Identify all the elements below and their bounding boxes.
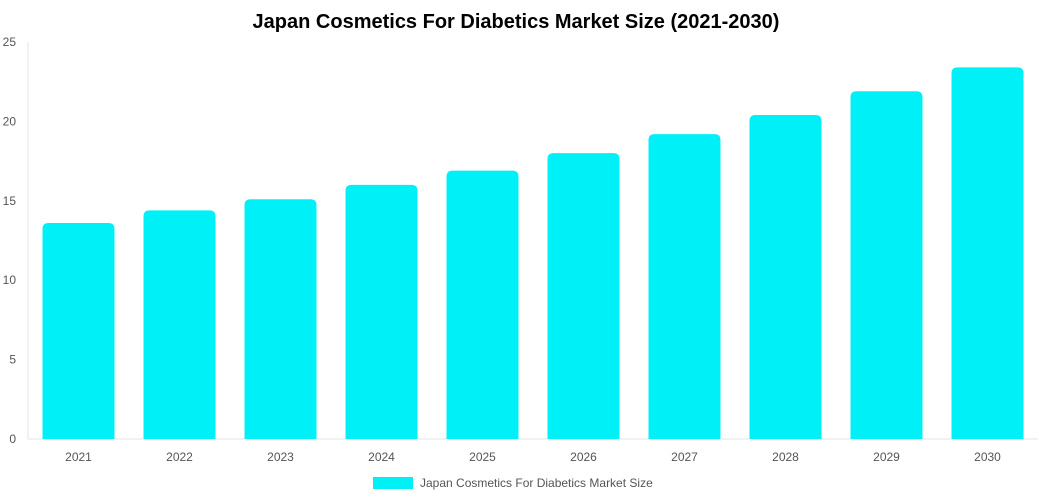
bars xyxy=(42,67,1024,440)
y-tick-label: 0 xyxy=(9,432,16,446)
x-tick-label: 2025 xyxy=(469,450,496,464)
x-tick-label: 2027 xyxy=(671,450,698,464)
y-tick-label: 15 xyxy=(3,194,17,208)
x-tick-label: 2023 xyxy=(267,450,294,464)
bar-2022[interactable] xyxy=(143,210,216,439)
x-tick-label: 2021 xyxy=(65,450,92,464)
x-tick-label: 2026 xyxy=(570,450,597,464)
bar-2028[interactable] xyxy=(749,115,822,439)
y-tick-label: 25 xyxy=(3,35,17,49)
bar-2027[interactable] xyxy=(648,134,721,439)
x-tick-label: 2028 xyxy=(772,450,799,464)
x-tick-label: 2030 xyxy=(974,450,1001,464)
x-tick-label: 2024 xyxy=(368,450,395,464)
bar-2023[interactable] xyxy=(244,199,317,439)
y-axis-ticks: 0 5 10 15 20 25 xyxy=(3,35,17,446)
bar-2030[interactable] xyxy=(951,67,1024,440)
x-axis-ticks: 2021 2022 2023 2024 2025 2026 2027 2028 2029 2030 xyxy=(65,450,1001,464)
bar-2024[interactable] xyxy=(345,184,418,439)
y-tick-label: 20 xyxy=(3,114,17,128)
legend-label: Japan Cosmetics For Diabetics Market Siz… xyxy=(420,476,653,490)
legend-swatch xyxy=(373,477,413,489)
x-tick-label: 2029 xyxy=(873,450,900,464)
x-tick-label: 2022 xyxy=(166,450,193,464)
bar-2021[interactable] xyxy=(42,223,115,439)
legend[interactable]: Japan Cosmetics For Diabetics Market Siz… xyxy=(373,476,653,490)
y-tick-label: 10 xyxy=(3,273,17,287)
chart-title: Japan Cosmetics For Diabetics Market Siz… xyxy=(253,11,780,33)
bar-2026[interactable] xyxy=(547,153,620,439)
bar-2029[interactable] xyxy=(850,91,923,439)
y-tick-label: 5 xyxy=(9,353,16,367)
bar-2025[interactable] xyxy=(446,170,519,440)
